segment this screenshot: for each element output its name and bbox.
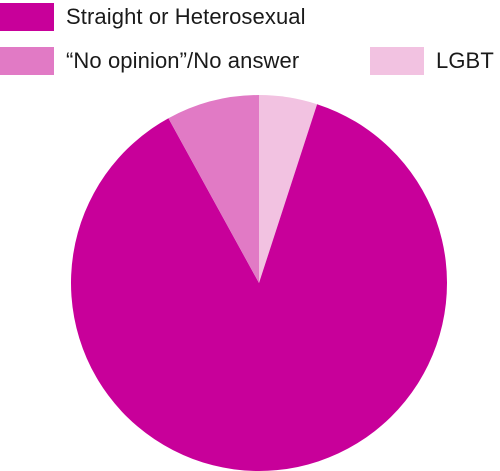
pie-chart: [0, 0, 500, 471]
